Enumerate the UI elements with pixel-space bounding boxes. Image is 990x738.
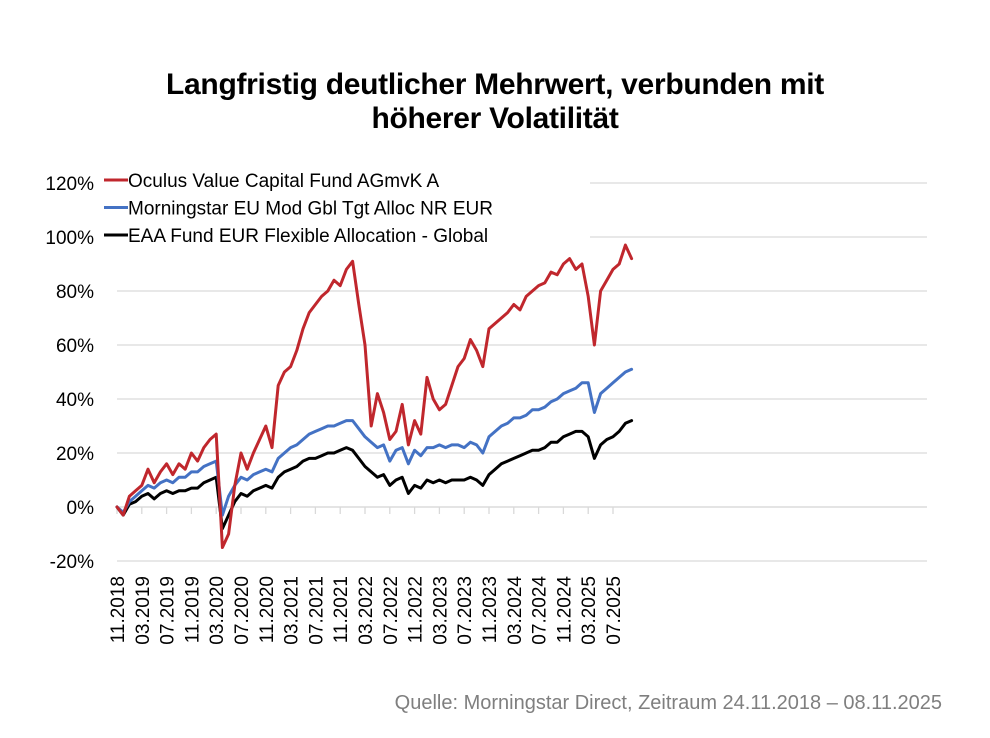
x-tick-label: 07.2021	[306, 576, 327, 645]
y-tick-label: 20%	[56, 444, 94, 465]
gridlines	[117, 182, 927, 562]
x-tick-label: 07.2022	[381, 576, 402, 645]
x-axis-labels: 11.2018 03.2019 07.2019 11.2019 03.2020 07.20…	[108, 576, 625, 645]
x-tick-label: 07.2024	[530, 576, 551, 645]
x-tick-label: 11.2019	[182, 576, 203, 643]
x-tick-label: 11.2024	[554, 576, 575, 644]
series-line-2	[115, 419, 634, 531]
x-tick-label: 03.2021	[282, 576, 303, 645]
x-tick-label: 03.2019	[133, 576, 154, 645]
chart-title-line-1: Langfristig deutlicher Mehrwert, verbund…	[166, 68, 824, 101]
x-axis-ticks	[116, 507, 614, 514]
series-lines	[115, 243, 634, 549]
legend: Oculus Value Capital Fund AGmvK A Morning…	[104, 171, 493, 247]
legend-label-0: Oculus Value Capital Fund AGmvK A	[128, 171, 440, 192]
y-tick-label: 40%	[56, 390, 94, 411]
y-tick-label: 60%	[56, 336, 94, 357]
series-line-1	[115, 367, 634, 517]
legend-label-1: Morningstar EU Mod Gbl Tgt Alloc NR EUR	[128, 199, 493, 220]
y-tick-label: 120%	[45, 174, 94, 195]
y-axis-labels: -20% 0% 20% 40% 60% 80% 100% 120%	[45, 174, 94, 573]
source-note: Quelle: Morningstar Direct, Zeitraum 24.…	[394, 692, 942, 714]
x-tick-label: 03.2022	[356, 576, 377, 645]
x-tick-label: 03.2025	[579, 576, 600, 645]
x-tick-label: 07.2020	[232, 576, 253, 645]
x-tick-label: 11.2023	[480, 576, 501, 643]
x-tick-label: 11.2022	[406, 576, 427, 643]
y-tick-label: 80%	[56, 282, 94, 303]
y-tick-label: 0%	[67, 498, 95, 519]
series-line-0	[115, 243, 634, 549]
x-tick-label: 03.2023	[430, 576, 451, 645]
chart-title-line-2: höherer Volatilität	[371, 102, 619, 135]
x-tick-label: 03.2024	[505, 576, 526, 645]
x-tick-label: 11.2020	[257, 576, 278, 643]
chart-title: Langfristig deutlicher Mehrwert, verbund…	[0, 68, 990, 136]
y-tick-label: 100%	[45, 228, 94, 249]
x-tick-label: 11.2021	[331, 576, 352, 643]
x-tick-label: 03.2020	[207, 576, 228, 645]
x-tick-label: 07.2023	[455, 576, 476, 645]
x-tick-label: 11.2018	[108, 576, 129, 643]
x-tick-label: 07.2019	[158, 576, 179, 645]
legend-label-2: EAA Fund EUR Flexible Allocation - Globa…	[128, 226, 488, 247]
y-tick-label: -20%	[50, 552, 94, 573]
x-tick-label: 07.2025	[604, 576, 625, 645]
